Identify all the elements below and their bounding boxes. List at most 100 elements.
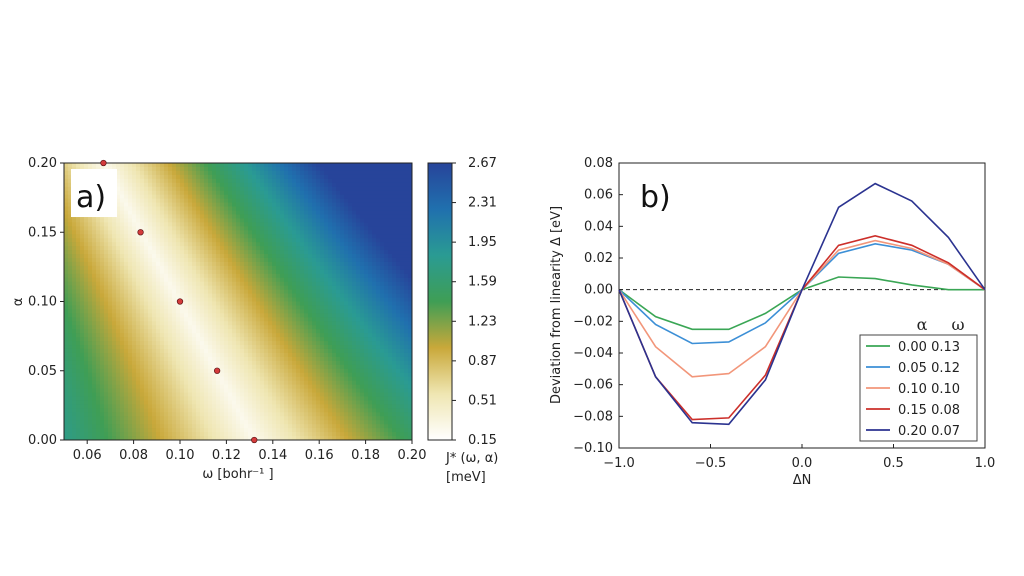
heatmap-cell <box>196 420 201 425</box>
heatmap-cell <box>72 238 77 243</box>
heatmap-cell <box>268 214 273 219</box>
heatmap-cell <box>132 281 137 287</box>
heatmap-cell <box>72 341 77 346</box>
heatmap-cell <box>124 301 129 307</box>
heatmap-cell <box>312 388 317 394</box>
heatmap-cell <box>316 182 321 188</box>
heatmap-cell <box>284 206 289 212</box>
heatmap-cell <box>132 250 137 255</box>
heatmap-cell <box>260 250 265 255</box>
heatmap-cell <box>256 289 261 295</box>
heatmap-cell <box>300 214 305 219</box>
heatmap-cell <box>288 368 293 374</box>
heatmap-cell <box>228 380 233 386</box>
heatmap-cell <box>124 190 129 196</box>
heatmap-cell <box>140 416 145 421</box>
heatmap-cell <box>232 329 237 334</box>
heatmap-cell <box>348 182 353 188</box>
heatmap-cell <box>208 194 213 200</box>
heatmap-cell <box>288 424 293 429</box>
heatmap-cell <box>336 305 341 311</box>
heatmap-cell <box>260 380 265 386</box>
heatmap-cell <box>268 166 273 172</box>
heatmap-cell <box>244 238 249 243</box>
heatmap-cell <box>292 257 297 263</box>
heatmap-cell <box>228 301 233 307</box>
heatmap-cell <box>312 372 317 378</box>
heatmap-cell <box>308 285 313 291</box>
heatmap-cell <box>92 238 97 243</box>
heatmap-cell <box>212 404 217 409</box>
heatmap-cell <box>276 329 281 334</box>
heatmap-cell <box>256 186 261 192</box>
heatmap-cell <box>320 400 325 405</box>
heatmap-cell <box>184 380 189 386</box>
heatmap-cell <box>304 182 309 188</box>
heatmap-cell <box>176 404 181 409</box>
heatmap-cell <box>188 297 193 303</box>
heatmap-cell <box>80 337 85 342</box>
heatmap-cell <box>116 317 121 322</box>
heatmap-cell <box>188 313 193 318</box>
heatmap-cell <box>292 420 297 425</box>
heatmap-cell <box>224 360 229 366</box>
heatmap-cell <box>340 388 345 394</box>
heatmap-cell <box>320 376 325 382</box>
heatmap-cell <box>160 218 165 223</box>
heatmap-cell <box>176 352 181 358</box>
heatmap-cell <box>304 265 309 271</box>
heatmap-cell <box>324 384 329 390</box>
heatmap-cell <box>188 412 193 417</box>
heatmap-cell <box>176 416 181 421</box>
heatmap-cell <box>256 424 261 429</box>
heatmap-cell <box>156 384 161 390</box>
heatmap-cell <box>232 404 237 409</box>
heatmap-cell <box>116 186 121 192</box>
heatmap-surface <box>64 163 412 440</box>
heatmap-cell <box>80 273 85 279</box>
heatmap-cell <box>144 305 149 311</box>
heatmap-cell <box>320 257 325 263</box>
heatmap-cell <box>128 408 133 413</box>
heatmap-cell <box>228 178 233 184</box>
heatmap-cell <box>72 337 77 342</box>
heatmap-cell <box>240 329 245 334</box>
heatmap-cell <box>348 194 353 200</box>
heatmap-cell <box>284 412 289 417</box>
heatmap-cell <box>188 198 193 204</box>
heatmap-cell <box>200 210 205 216</box>
heatmap-cell <box>112 384 117 390</box>
heatmap-cell <box>104 313 109 318</box>
heatmap-cell <box>268 432 273 437</box>
heatmap-cell <box>108 428 113 433</box>
heatmap-cell <box>116 174 121 180</box>
heatmap-cell <box>148 250 153 255</box>
heatmap-cell <box>192 337 197 342</box>
heatmap-cell <box>300 388 305 394</box>
heatmap-cell <box>128 337 133 342</box>
heatmap-cell <box>236 325 241 330</box>
heatmap-cell <box>224 246 229 251</box>
heatmap-cell <box>204 242 209 247</box>
heatmap-cell <box>136 163 141 168</box>
heatmap-cell <box>220 341 225 346</box>
heatmap-cell <box>104 293 109 299</box>
heatmap-cell <box>252 190 257 196</box>
heatmap-cell <box>272 345 277 350</box>
heatmap-cell <box>332 194 337 200</box>
heatmap-cell <box>168 329 173 334</box>
heatmap-cell <box>68 206 73 212</box>
heatmap-cell <box>308 321 313 326</box>
heatmap-cell <box>64 325 69 330</box>
heatmap-cell <box>216 210 221 216</box>
heatmap-cell <box>284 388 289 394</box>
heatmap-cell <box>144 190 149 196</box>
heatmap-cell <box>116 380 121 386</box>
heatmap-cell <box>348 214 353 219</box>
heatmap-cell <box>84 412 89 417</box>
heatmap-cell <box>152 242 157 247</box>
heatmap-cell <box>232 436 237 440</box>
heatmap-cell <box>332 436 337 440</box>
heatmap-cell <box>128 163 133 168</box>
heatmap-cell <box>184 186 189 192</box>
